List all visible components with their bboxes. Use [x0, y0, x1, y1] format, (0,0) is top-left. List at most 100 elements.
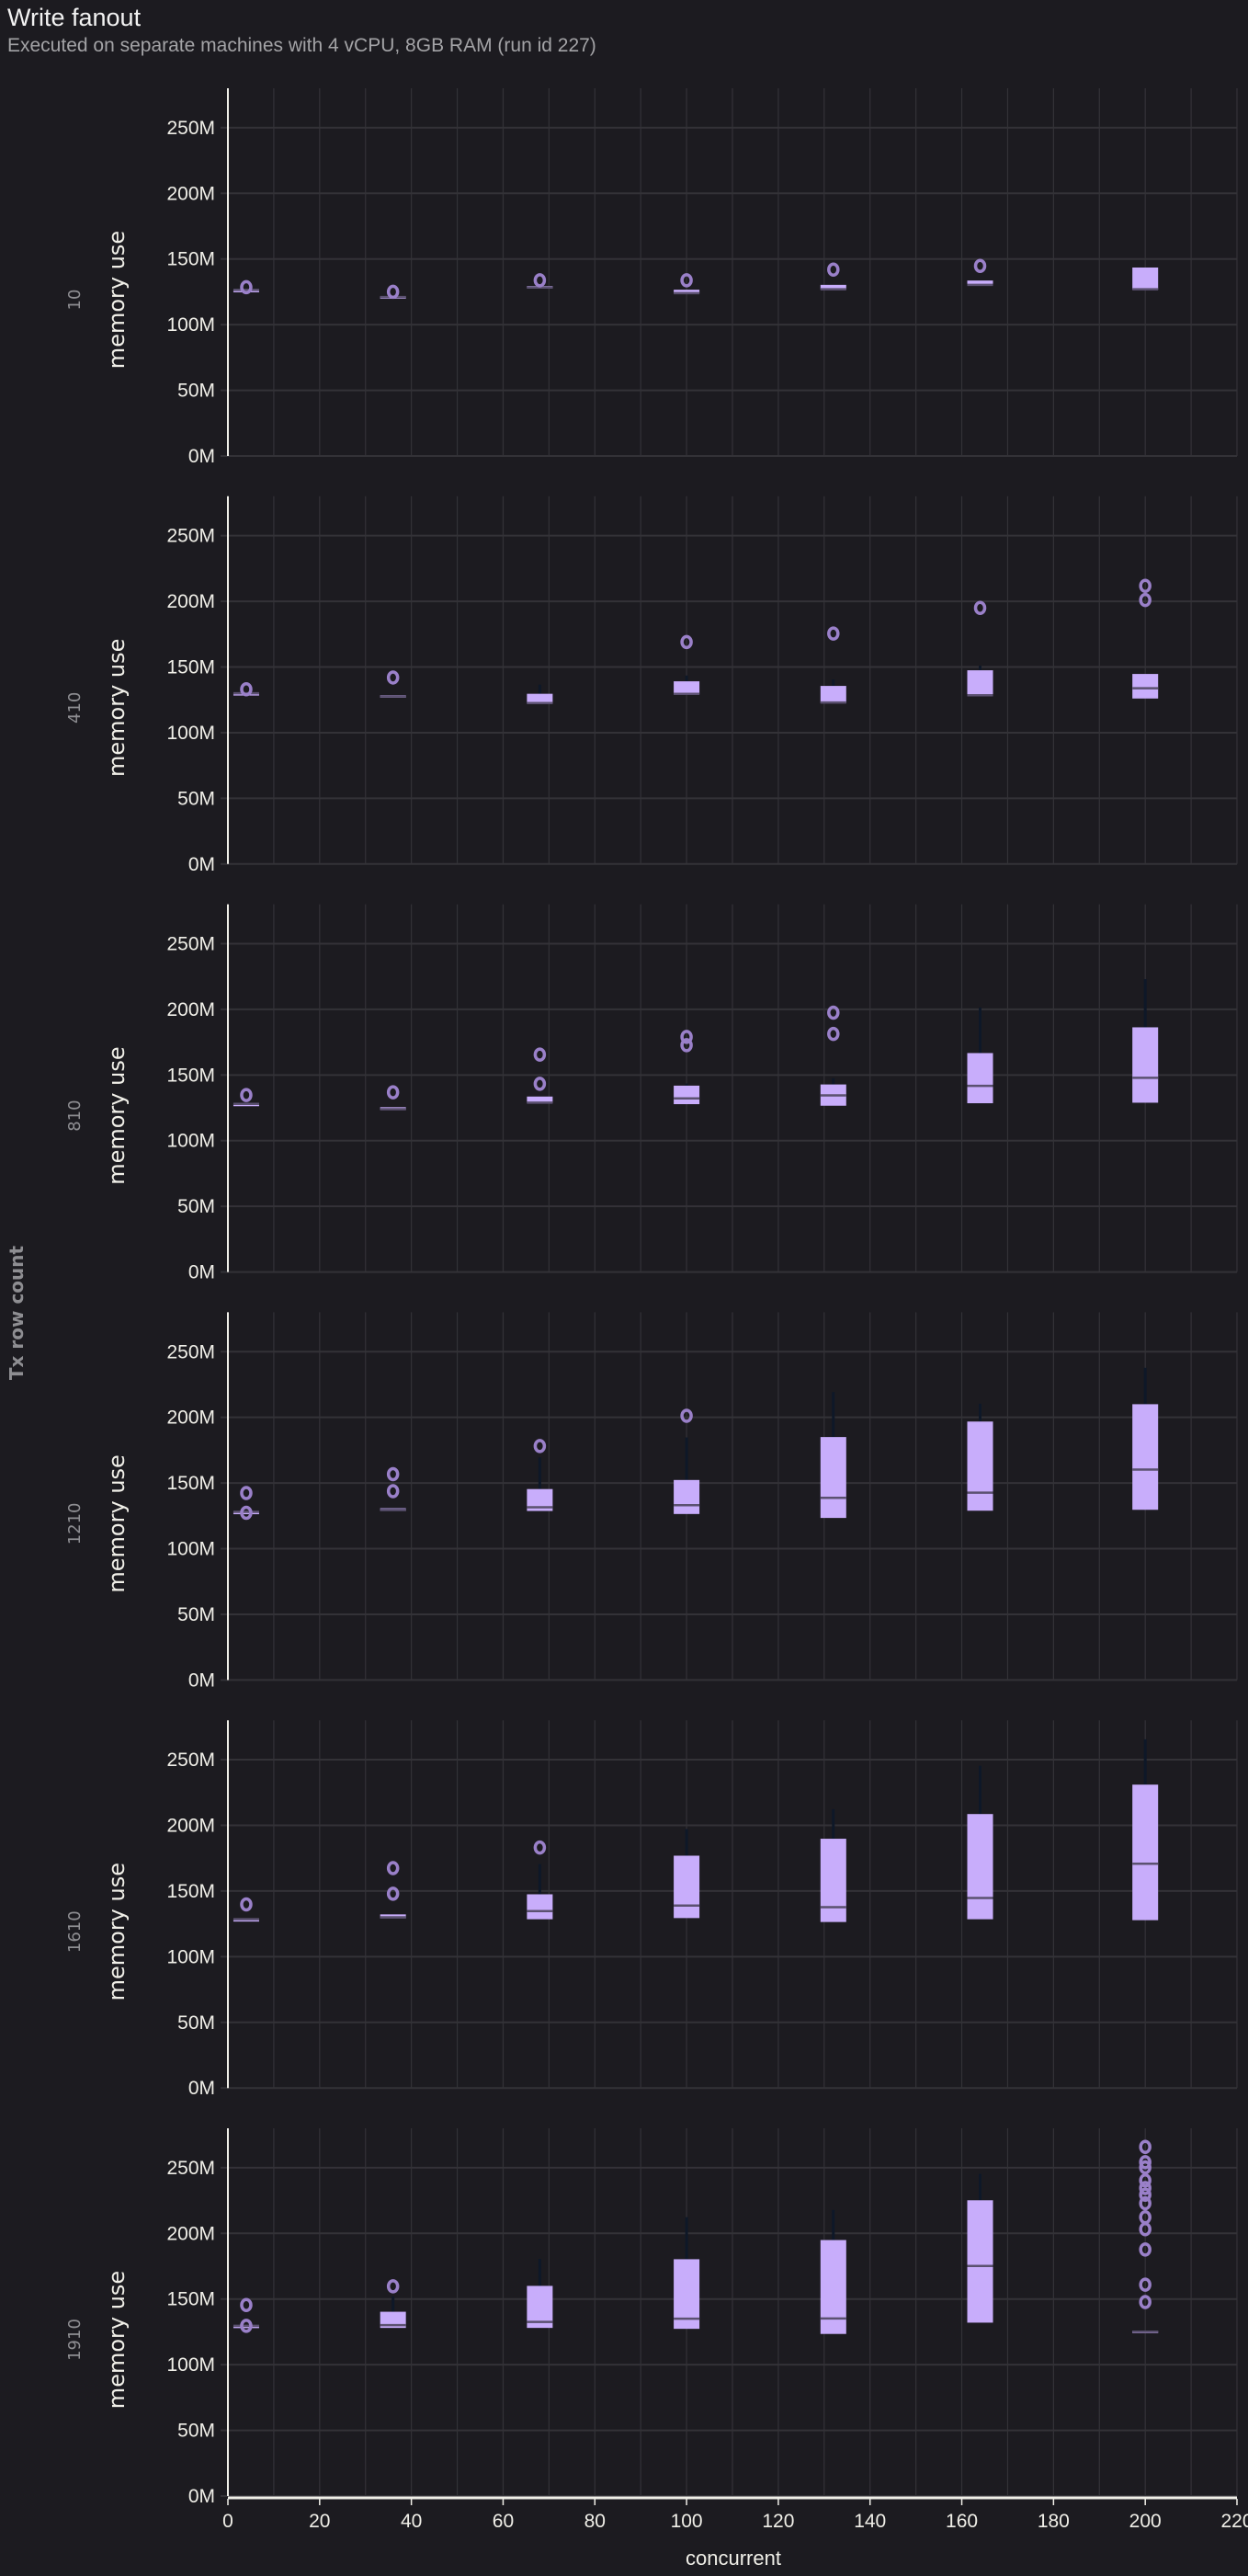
box-810-x100	[674, 1030, 700, 1105]
box-410-x36	[380, 670, 406, 698]
box-810-x132	[820, 1005, 846, 1106]
box-10-x4	[233, 279, 259, 295]
y-tick-label: 250M	[166, 1750, 215, 1771]
y-tick-label: 200M	[166, 2223, 215, 2244]
box-iqr	[820, 2240, 846, 2334]
outlier-point	[240, 1897, 253, 1912]
y-tick-label: 0M	[188, 446, 215, 467]
y-tick-label: 250M	[166, 526, 215, 547]
box-iqr	[820, 1437, 846, 1519]
y-tick-label: 250M	[166, 1341, 215, 1362]
box-1910-x200	[1132, 2139, 1159, 2333]
outlier-point	[240, 2297, 253, 2313]
box-1210-x164	[967, 1403, 993, 1511]
box-iqr	[527, 1096, 553, 1103]
facet-label: 10	[65, 290, 85, 311]
y-axis-label: memory use	[104, 1863, 130, 2000]
facet-panel-10: 0M 50M 100M 150M 200M 250M memory use 10	[65, 88, 1238, 467]
outlier-point	[1139, 2295, 1152, 2309]
x-tick-label: 100	[671, 2511, 703, 2532]
box-iqr	[967, 1421, 993, 1511]
box-810-x36	[380, 1085, 406, 1111]
outlier-point	[240, 1486, 253, 1500]
facet-label: 410	[65, 692, 85, 724]
facet-label: 1610	[65, 1910, 85, 1953]
box-iqr	[674, 290, 700, 294]
y-tick-label: 0M	[188, 1262, 215, 1283]
y-tick-label: 100M	[166, 1539, 215, 1560]
box-410-x200	[1132, 578, 1159, 699]
box-iqr	[527, 693, 553, 704]
box-iqr	[967, 2200, 993, 2323]
box-iqr	[1132, 1027, 1159, 1103]
y-tick-label: 150M	[166, 2289, 215, 2310]
outlier-point	[1139, 592, 1152, 608]
y-tick-label: 0M	[188, 2486, 215, 2507]
y-tick-label: 100M	[166, 1131, 215, 1152]
box-iqr	[674, 2259, 700, 2330]
y-tick-label: 250M	[166, 118, 215, 139]
box-410-x4	[233, 682, 259, 697]
box-410-x164	[967, 600, 993, 697]
outlier-point	[240, 1088, 253, 1102]
outlier-point	[386, 1886, 400, 1901]
box-410-x100	[674, 634, 700, 696]
outlier-point	[533, 1439, 547, 1453]
y-tick-label: 0M	[188, 1670, 215, 1691]
outlier-point	[240, 2319, 253, 2333]
x-tick-label: 180	[1038, 2511, 1070, 2532]
outlier-point	[1139, 578, 1152, 593]
y-axis-label: memory use	[104, 231, 130, 369]
box-810-x164	[967, 1007, 993, 1104]
box-1210-x100	[674, 1408, 700, 1514]
facet-panel-810: 0M 50M 100M 150M 200M 250M memory use 810	[65, 904, 1238, 1283]
y-tick-label: 200M	[166, 999, 215, 1020]
y-tick-label: 200M	[166, 1815, 215, 1836]
chart-subtitle: Executed on separate machines with 4 vCP…	[7, 35, 596, 56]
x-axis-label: concurrent	[686, 2547, 781, 2570]
y-axis-label: memory use	[104, 1046, 130, 1184]
y-tick-label: 250M	[166, 933, 215, 954]
box-1610-x132	[820, 1808, 846, 1922]
outlier-point	[827, 1026, 840, 1042]
box-iqr	[967, 1053, 993, 1104]
facet-panel-1910: 0M 50M 100M 150M 200M 250M memory use 1910 0 20 40…	[65, 2128, 1248, 2570]
facet-label: 1210	[65, 1502, 85, 1544]
box-iqr	[1132, 1784, 1159, 1921]
y-axis-label: memory use	[104, 2271, 130, 2409]
outlier-point	[386, 1861, 400, 1875]
outlier-point	[240, 1505, 253, 1521]
box-410-x68	[527, 684, 553, 705]
facet-panel-410: 0M 50M 100M 150M 200M 250M memory use 410	[65, 496, 1238, 875]
box-iqr	[1132, 1404, 1159, 1510]
x-tick-label: 60	[493, 2511, 514, 2532]
box-iqr	[674, 1085, 700, 1105]
box-10-x68	[527, 273, 553, 289]
outlier-point	[1139, 2195, 1152, 2211]
y-tick-label: 50M	[177, 381, 215, 402]
outlier-point	[1139, 2187, 1152, 2203]
outlier-point	[680, 634, 693, 650]
x-tick-label: 120	[762, 2511, 794, 2532]
box-1210-x68	[527, 1439, 553, 1511]
y-tick-label: 250M	[166, 2158, 215, 2179]
box-1210-x132	[820, 1392, 846, 1519]
y-tick-label: 50M	[177, 2421, 215, 2442]
x-tick-label: 160	[946, 2511, 978, 2532]
outlier-point	[1139, 2181, 1152, 2195]
box-1610-x36	[380, 1861, 406, 1919]
box-iqr	[527, 1894, 553, 1920]
outlier-point	[827, 262, 840, 278]
y-tick-label: 200M	[166, 183, 215, 204]
box-810-x200	[1132, 979, 1159, 1103]
y-tick-label: 150M	[166, 1473, 215, 1494]
y-tick-label: 50M	[177, 2012, 215, 2034]
box-iqr	[1132, 674, 1159, 699]
facet-panel-1610: 0M 50M 100M 150M 200M 250M memory use 1610	[65, 1720, 1238, 2099]
box-1610-x68	[527, 1840, 553, 1920]
y-tick-label: 200M	[166, 591, 215, 612]
facet-row-title: Tx row count	[6, 1245, 28, 1380]
box-810-x4	[233, 1088, 259, 1107]
box-10-x100	[674, 273, 700, 295]
